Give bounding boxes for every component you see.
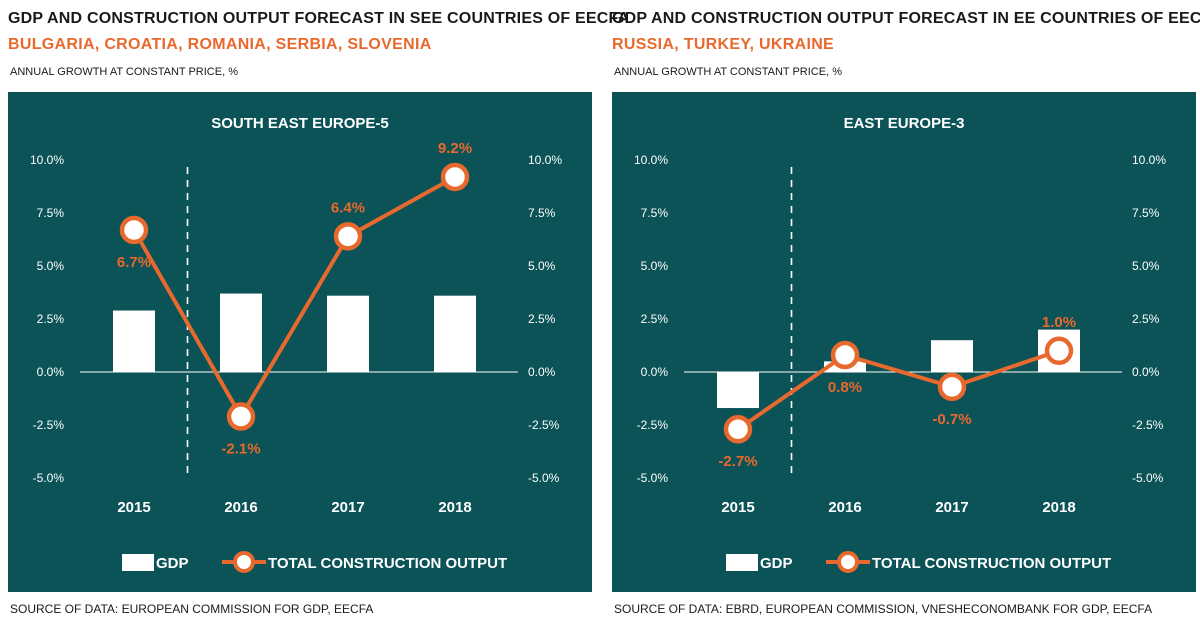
y-tick-label-left: -5.0% [637,471,669,485]
legend-line-marker [233,551,255,573]
y-tick-label-right: -2.5% [528,418,560,432]
data-label: -2.1% [221,441,260,458]
y-tick-label-left: -2.5% [637,418,669,432]
construction-marker [440,162,470,192]
panel-ee: GDP AND CONSTRUCTION OUTPUT FORECAST IN … [612,0,1200,634]
panel-subtitle: RUSSIA, TURKEY, UKRAINE [612,36,835,53]
source-note: SOURCE OF DATA: EBRD, EUROPEAN COMMISSIO… [614,602,1153,616]
y-tick-label-right: 10.0% [528,153,562,167]
data-label: 6.7% [117,254,151,271]
data-label: 0.8% [828,379,862,396]
x-category-label: 2016 [828,499,861,516]
y-tick-label-right: -5.0% [1132,471,1164,485]
gdp-bar [327,295,369,372]
legend-gdp-label: GDP [760,555,793,572]
y-tick-label-left: 2.5% [37,312,65,326]
construction-line [736,348,1060,431]
x-category-label: 2015 [117,499,150,516]
x-category-label: 2018 [438,499,471,516]
x-category-label: 2016 [224,499,257,516]
gdp-bar [717,372,759,409]
legend-gdp-swatch [122,554,154,571]
x-category-label: 2018 [1042,499,1075,516]
y-tick-label-left: -5.0% [33,471,65,485]
data-label: -0.7% [932,411,971,428]
gdp-bar [434,295,476,372]
construction-marker [937,372,967,402]
x-category-label: 2015 [721,499,754,516]
y-tick-label-right: 7.5% [1132,206,1160,220]
x-category-label: 2017 [331,499,364,516]
y-tick-label-left: 10.0% [30,153,64,167]
legend-line-label: TOTAL CONSTRUCTION OUTPUT [872,555,1111,572]
chart-see: SOUTH EAST EUROPE-5 10.0% 10.0% 7.5% 7.5% 5.0… [30,115,562,573]
units-note: ANNUAL GROWTH AT CONSTANT PRICE, % [614,66,842,78]
y-tick-label-left: 10.0% [634,153,668,167]
y-tick-label-right: 7.5% [528,206,556,220]
construction-marker [830,340,860,370]
y-tick-label-left: 0.0% [37,365,65,379]
construction-marker [119,215,149,245]
units-note: ANNUAL GROWTH AT CONSTANT PRICE, % [10,66,238,78]
legend-line-label: TOTAL CONSTRUCTION OUTPUT [268,555,507,572]
legend-line-marker [837,551,859,573]
panel-title: GDP AND CONSTRUCTION OUTPUT FORECAST IN … [612,10,1200,27]
y-tick-label-right: -2.5% [1132,418,1164,432]
y-tick-label-right: 10.0% [1132,153,1166,167]
chart-container: SOUTH EAST EUROPE-5 10.0% 10.0% 7.5% 7.5% 5.0… [8,92,592,592]
data-label: 1.0% [1042,314,1076,331]
y-tick-label-right: 0.0% [1132,365,1160,379]
gdp-bar [113,310,155,372]
y-tick-label-left: 5.0% [37,259,65,273]
construction-line [132,175,456,419]
construction-marker [723,414,753,444]
x-category-label: 2017 [935,499,968,516]
chart-container: EAST EUROPE-3 10.0% 10.0% 7.5% 7.5% 5.0% 5.0% 2… [612,92,1196,592]
y-tick-label-right: 5.0% [528,259,556,273]
data-label: -2.7% [718,453,757,470]
chart-title: EAST EUROPE-3 [844,115,965,132]
construction-marker [1044,336,1074,366]
panel-subtitle: BULGARIA, CROATIA, ROMANIA, SERBIA, SLOV… [8,36,432,53]
panel-title: GDP AND CONSTRUCTION OUTPUT FORECAST IN … [8,10,630,27]
y-tick-label-right: 0.0% [528,365,556,379]
y-tick-label-right: 2.5% [1132,312,1160,326]
legend-gdp-swatch [726,554,758,571]
y-tick-label-right: 5.0% [1132,259,1160,273]
data-label: 6.4% [331,199,365,216]
y-tick-label-left: 5.0% [641,259,669,273]
chart-title: SOUTH EAST EUROPE-5 [211,115,389,132]
y-tick-label-left: 2.5% [641,312,669,326]
y-tick-label-right: 2.5% [528,312,556,326]
data-label: 9.2% [438,140,472,157]
legend-gdp-label: GDP [156,555,189,572]
y-tick-label-left: 0.0% [641,365,669,379]
y-tick-label-right: -5.0% [528,471,560,485]
source-note: SOURCE OF DATA: EUROPEAN COMMISSION FOR … [10,602,374,616]
gdp-bar [220,293,262,372]
construction-marker [226,402,256,431]
y-tick-label-left: 7.5% [641,206,669,220]
construction-marker [333,222,363,251]
panel-see: GDP AND CONSTRUCTION OUTPUT FORECAST IN … [8,0,629,634]
chart-ee: EAST EUROPE-3 10.0% 10.0% 7.5% 7.5% 5.0% 5.0% 2… [634,115,1166,573]
y-tick-label-left: -2.5% [33,418,65,432]
y-tick-label-left: 7.5% [37,206,65,220]
gdp-bar [931,340,973,372]
